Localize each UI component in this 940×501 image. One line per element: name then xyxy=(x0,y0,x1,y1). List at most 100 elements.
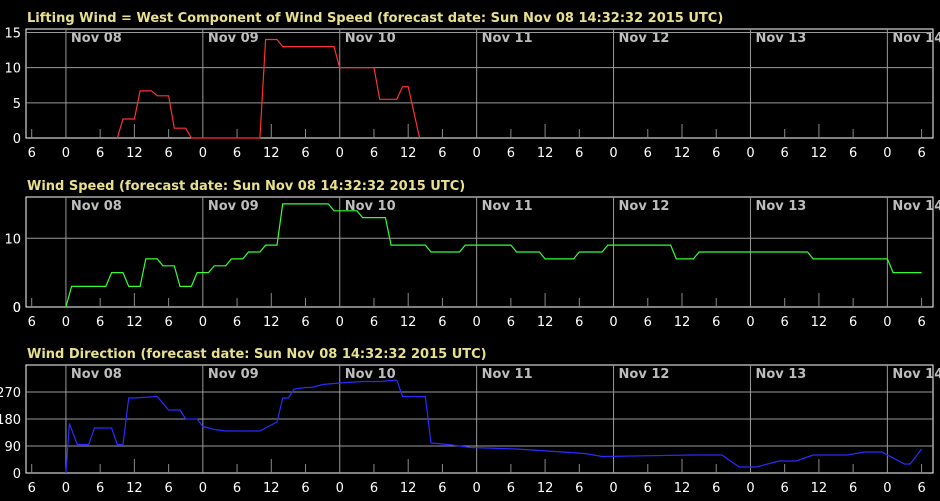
day-label: Nov 10 xyxy=(345,31,396,46)
day-label: Nov 10 xyxy=(345,199,396,214)
x-tick-label: 6 xyxy=(28,315,36,330)
x-tick-label: 12 xyxy=(126,481,143,496)
series-line xyxy=(65,379,923,474)
x-tick-label: 12 xyxy=(126,315,143,330)
x-tick-label: 0 xyxy=(336,481,344,496)
x-tick-label: 12 xyxy=(126,146,143,161)
x-tick-label: 6 xyxy=(96,146,104,161)
y-tick-label: 10 xyxy=(4,232,21,247)
x-tick-label: 0 xyxy=(746,146,754,161)
x-tick-label: 0 xyxy=(609,481,617,496)
chart-panel-2: Wind Speed (forecast date: Sun Nov 08 14… xyxy=(4,179,940,330)
x-tick-label: 6 xyxy=(849,146,857,161)
day-label: Nov 08 xyxy=(71,367,122,382)
chart-title: Wind Speed (forecast date: Sun Nov 08 14… xyxy=(27,179,465,194)
x-tick-label: 0 xyxy=(62,315,70,330)
x-tick-label: 12 xyxy=(674,146,691,161)
x-tick-label: 0 xyxy=(473,481,481,496)
x-tick-label: 6 xyxy=(712,481,720,496)
x-tick-label: 12 xyxy=(400,481,417,496)
day-label: Nov 12 xyxy=(619,367,670,382)
y-tick-label: 180 xyxy=(0,413,21,428)
x-tick-label: 6 xyxy=(438,146,446,161)
x-tick-label: 0 xyxy=(883,481,891,496)
x-tick-label: 6 xyxy=(712,146,720,161)
x-tick-label: 12 xyxy=(263,146,280,161)
x-tick-label: 6 xyxy=(644,481,652,496)
x-tick-label: 12 xyxy=(537,481,554,496)
day-label: Nov 09 xyxy=(208,31,259,46)
x-tick-label: 0 xyxy=(883,146,891,161)
x-tick-label: 6 xyxy=(164,481,172,496)
x-tick-label: 0 xyxy=(883,315,891,330)
x-tick-label: 6 xyxy=(164,146,172,161)
x-tick-label: 0 xyxy=(336,315,344,330)
x-tick-label: 6 xyxy=(575,146,583,161)
x-tick-label: 12 xyxy=(811,481,828,496)
x-tick-label: 6 xyxy=(575,315,583,330)
plot-frame xyxy=(25,196,934,308)
x-tick-label: 6 xyxy=(301,146,309,161)
x-tick-label: 0 xyxy=(199,481,207,496)
x-tick-label: 0 xyxy=(473,315,481,330)
day-label: Nov 13 xyxy=(755,199,806,214)
y-tick-label: 0 xyxy=(13,301,21,316)
x-tick-label: 0 xyxy=(746,315,754,330)
x-tick-label: 0 xyxy=(62,146,70,161)
x-tick-label: 6 xyxy=(644,315,652,330)
x-tick-label: 12 xyxy=(811,146,828,161)
day-label: Nov 11 xyxy=(482,367,533,382)
x-tick-label: 6 xyxy=(233,481,241,496)
y-tick-label: 0 xyxy=(13,467,21,482)
chart-title: Wind Direction (forecast date: Sun Nov 0… xyxy=(27,347,487,362)
x-tick-label: 6 xyxy=(438,481,446,496)
x-tick-label: 6 xyxy=(849,481,857,496)
y-tick-label: 0 xyxy=(13,301,21,316)
x-tick-label: 6 xyxy=(917,315,925,330)
x-tick-label: 6 xyxy=(507,315,515,330)
y-tick-label: 10 xyxy=(4,62,21,77)
x-tick-label: 0 xyxy=(609,315,617,330)
day-label: Nov 14 xyxy=(892,367,940,382)
x-tick-label: 6 xyxy=(28,146,36,161)
day-label: Nov 13 xyxy=(755,367,806,382)
x-tick-label: 0 xyxy=(62,481,70,496)
x-tick-label: 6 xyxy=(575,481,583,496)
x-tick-label: 12 xyxy=(263,481,280,496)
x-tick-label: 6 xyxy=(917,146,925,161)
day-label: Nov 14 xyxy=(892,199,940,214)
x-tick-label: 12 xyxy=(537,315,554,330)
y-tick-label: 5 xyxy=(13,97,21,112)
x-tick-label: 6 xyxy=(233,146,241,161)
day-label: Nov 08 xyxy=(71,31,122,46)
x-tick-label: 6 xyxy=(164,315,172,330)
x-tick-label: 12 xyxy=(400,315,417,330)
series-line xyxy=(116,38,421,139)
chart-title: Lifting Wind = West Component of Wind Sp… xyxy=(27,11,723,26)
x-tick-label: 6 xyxy=(370,315,378,330)
day-label: Nov 12 xyxy=(619,31,670,46)
x-tick-label: 6 xyxy=(96,481,104,496)
series-line xyxy=(65,203,922,308)
y-tick-label: 270 xyxy=(0,386,21,401)
y-tick-label: 0 xyxy=(13,132,21,147)
x-tick-label: 6 xyxy=(301,481,309,496)
x-tick-label: 12 xyxy=(400,146,417,161)
day-label: Nov 09 xyxy=(208,199,259,214)
x-tick-label: 6 xyxy=(233,315,241,330)
day-label: Nov 09 xyxy=(208,367,259,382)
x-tick-label: 12 xyxy=(811,315,828,330)
x-tick-label: 0 xyxy=(746,481,754,496)
x-tick-label: 12 xyxy=(537,146,554,161)
day-label: Nov 10 xyxy=(345,367,396,382)
day-label: Nov 11 xyxy=(482,31,533,46)
plot-frame xyxy=(25,28,934,139)
y-tick-label: 15 xyxy=(4,27,21,42)
x-tick-label: 0 xyxy=(199,315,207,330)
chart-panel-1: Lifting Wind = West Component of Wind Sp… xyxy=(4,11,940,161)
x-tick-label: 6 xyxy=(28,481,36,496)
day-label: Nov 11 xyxy=(482,199,533,214)
x-tick-label: 6 xyxy=(917,481,925,496)
x-tick-label: 0 xyxy=(199,146,207,161)
